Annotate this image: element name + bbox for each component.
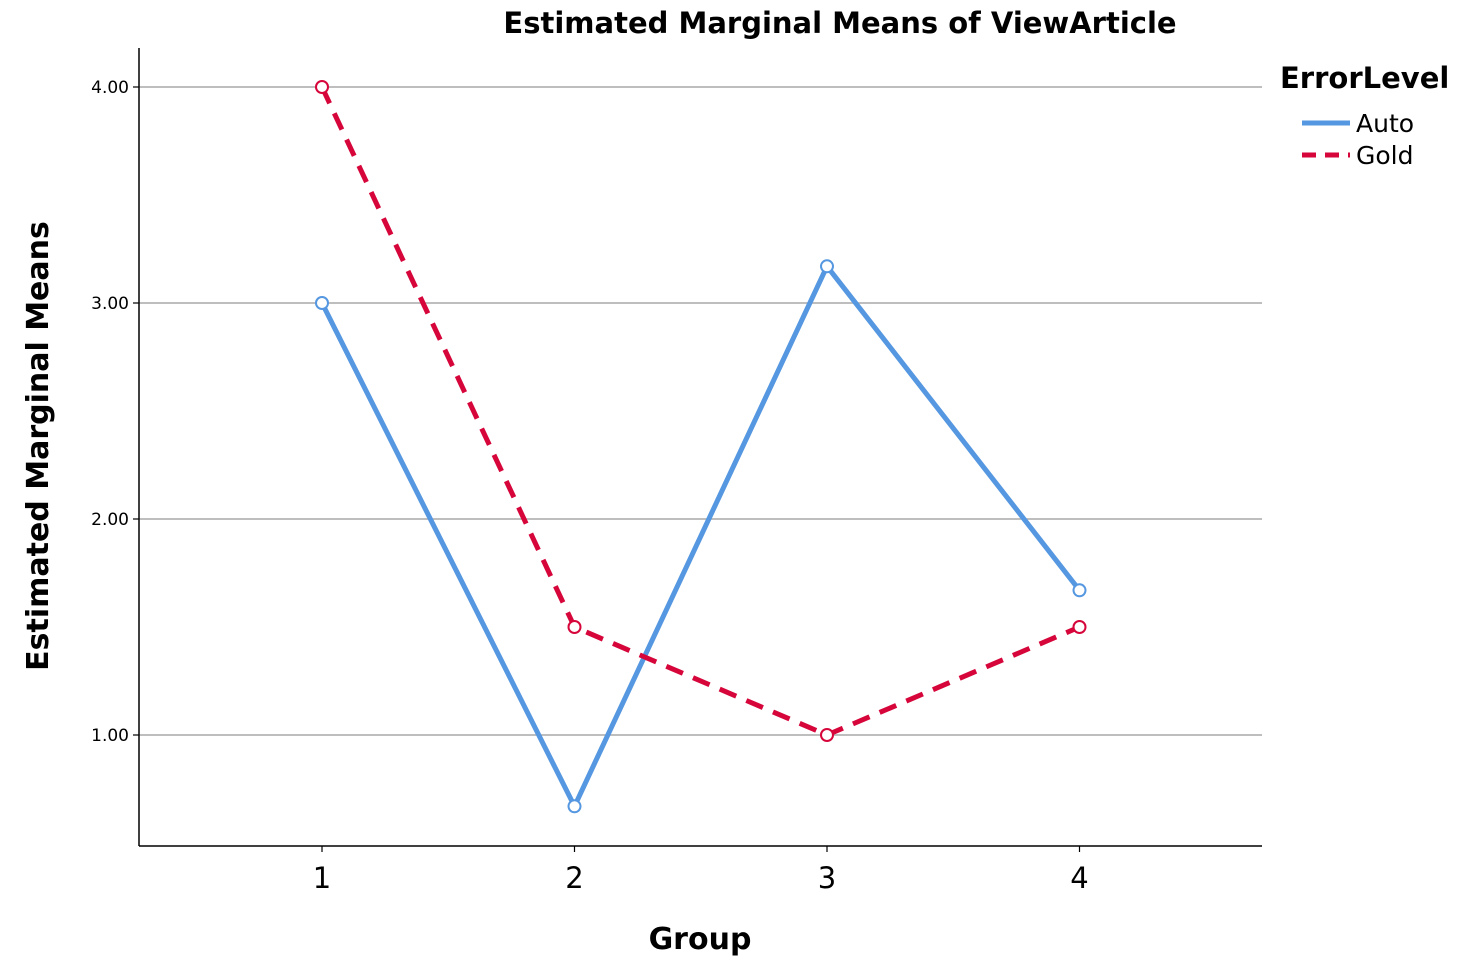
- data-point-auto: [820, 259, 834, 274]
- legend-label-gold: Gold: [1356, 141, 1413, 170]
- legend: ErrorLevel Auto Gold: [1280, 61, 1449, 170]
- y-axis-title: Estimated Marginal Means: [21, 221, 56, 671]
- chart-title: Estimated Marginal Means of ViewArticle: [503, 6, 1176, 40]
- x-tick-label: 4: [1070, 861, 1088, 895]
- x-tick-label: 3: [818, 861, 836, 895]
- x-tick-labels: 1 2 3 4: [313, 846, 1089, 895]
- x-tick-label: 1: [313, 861, 331, 895]
- series-line-gold: [319, 85, 1081, 738]
- data-point-gold: [1072, 620, 1087, 634]
- x-axis-title: Group: [649, 922, 752, 957]
- data-point-gold: [567, 620, 582, 634]
- legend-label-auto: Auto: [1356, 109, 1414, 138]
- legend-title: ErrorLevel: [1280, 61, 1449, 95]
- y-tick-label: 1.00: [91, 726, 129, 746]
- axes: [138, 48, 1262, 847]
- y-tick-label: 2.00: [91, 510, 129, 530]
- series-line-auto: [319, 263, 1082, 809]
- data-point-gold: [315, 80, 329, 94]
- data-point-auto: [567, 799, 582, 814]
- series-markers: [315, 80, 1087, 814]
- data-point-gold: [820, 728, 834, 742]
- data-point-auto: [315, 296, 329, 310]
- y-tick-label: 4.00: [91, 78, 129, 98]
- series-lines: [319, 85, 1082, 809]
- grid-lines: [133, 86, 1262, 736]
- y-tick-label: 3.00: [91, 294, 129, 314]
- data-point-auto: [1072, 583, 1087, 598]
- x-tick-label: 2: [565, 861, 583, 895]
- y-tick-labels: 1.00 2.00 3.00 4.00: [91, 78, 129, 746]
